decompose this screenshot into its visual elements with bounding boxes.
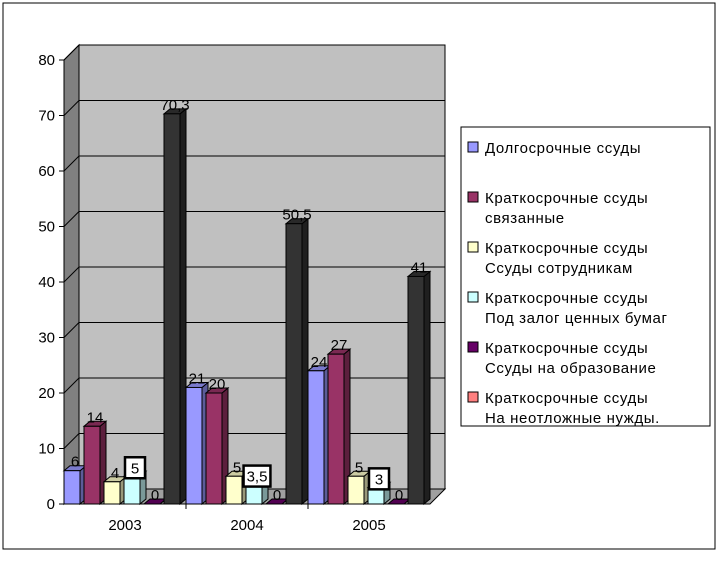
bar-side [301, 217, 309, 506]
y-tick-label: 10 [38, 441, 55, 458]
x-tick-label: 2005 [352, 517, 385, 534]
legend-label-line: Краткосрочные ссуды [485, 340, 648, 357]
legend-label-line: Под залог ценных бумаг [485, 310, 668, 327]
gridline-side [63, 211, 80, 227]
bar-side [423, 270, 431, 506]
bar [307, 370, 325, 505]
legend-label-line: Ссуды на образование [485, 360, 656, 377]
gridline-side [63, 377, 80, 394]
data-label: 20 [209, 376, 226, 393]
gridline-side [63, 100, 80, 116]
legend-label: Краткосрочные ссуды На неотложные нужды. [485, 390, 660, 427]
data-label: 5 [233, 459, 241, 476]
data-label: 41 [411, 259, 428, 276]
gridline-side [63, 44, 80, 61]
legend-swatch [467, 341, 479, 353]
legend-label-line: Краткосрочные ссуды [485, 190, 648, 207]
legend-label-line: Долгосрочные ссуды [485, 140, 641, 157]
gridline-side [63, 266, 80, 283]
y-tick-label: 70 [38, 108, 55, 125]
data-label: 3,5 [247, 469, 268, 486]
y-tick-label: 20 [38, 385, 55, 402]
bar [347, 475, 365, 505]
bar [123, 475, 141, 505]
data-label: 27 [331, 337, 348, 354]
gridline-side [63, 322, 80, 338]
legend-label-line: Ссуды сотрудникам [485, 260, 633, 277]
legend-swatch [467, 241, 479, 253]
bar-side [179, 107, 187, 506]
y-tick-label: 0 [47, 496, 55, 513]
bar [205, 392, 223, 505]
legend-swatch [467, 191, 479, 203]
legend: Долгосрочные ссуды Краткосрочные ссуды свя… [460, 126, 711, 427]
legend-label-line: Краткосрочные ссуды [485, 290, 648, 307]
bar [103, 481, 121, 505]
legend-swatch [467, 391, 479, 403]
bar [63, 470, 81, 505]
data-label: 5 [131, 460, 139, 477]
gridline-side [63, 433, 80, 449]
data-label: 4 [111, 465, 119, 482]
legend-label-line: связанные [485, 210, 565, 227]
data-label: 3 [375, 471, 383, 488]
data-label: 0 [151, 487, 159, 504]
bar [225, 475, 243, 505]
y-tick-label: 40 [38, 274, 55, 291]
legend-label: Краткосрочные ссуды Ссуды на образование [485, 340, 656, 377]
x-tick-label: 2003 [108, 517, 141, 534]
y-tick-label: 50 [38, 219, 55, 236]
data-label: 0 [273, 487, 281, 504]
y-tick-label: 60 [38, 163, 55, 180]
data-label: 0 [395, 487, 403, 504]
legend-label-line: Краткосрочные ссуды [485, 390, 648, 407]
legend-swatch [467, 141, 479, 153]
x-tick-label: 2004 [230, 517, 263, 534]
legend-label: Краткосрочные ссуды Под залог ценных бума… [485, 290, 668, 327]
data-label: 50,5 [282, 207, 311, 224]
bar [327, 353, 345, 505]
legend-label-line: На неотложные нужды. [485, 410, 660, 427]
bar [407, 275, 425, 505]
legend-label: Долгосрочные ссуды [485, 140, 641, 157]
data-label: 5 [355, 459, 363, 476]
bar [83, 425, 101, 505]
data-label-box [242, 464, 272, 488]
data-label: 14 [87, 409, 104, 426]
y-tick-label: 30 [38, 330, 55, 347]
data-label: 21 [189, 370, 206, 387]
data-label-box [367, 467, 391, 491]
data-label: 6 [71, 454, 79, 471]
legend-label-line: Краткосрочные ссуды [485, 240, 648, 257]
legend-label: Краткосрочные ссуды Ссуды сотрудникам [485, 240, 648, 277]
bar [185, 386, 203, 505]
bar [163, 113, 181, 505]
plot-area [62, 43, 447, 506]
legend-swatch [467, 291, 479, 303]
y-tick-label: 80 [38, 52, 55, 69]
gridline-side [63, 155, 80, 172]
data-label-box [123, 456, 147, 480]
data-label: 24 [311, 354, 328, 371]
data-label: 70,3 [160, 97, 189, 114]
bar [285, 223, 303, 505]
legend-box [460, 126, 711, 427]
legend-label: Краткосрочные ссуды связанные [485, 190, 648, 227]
